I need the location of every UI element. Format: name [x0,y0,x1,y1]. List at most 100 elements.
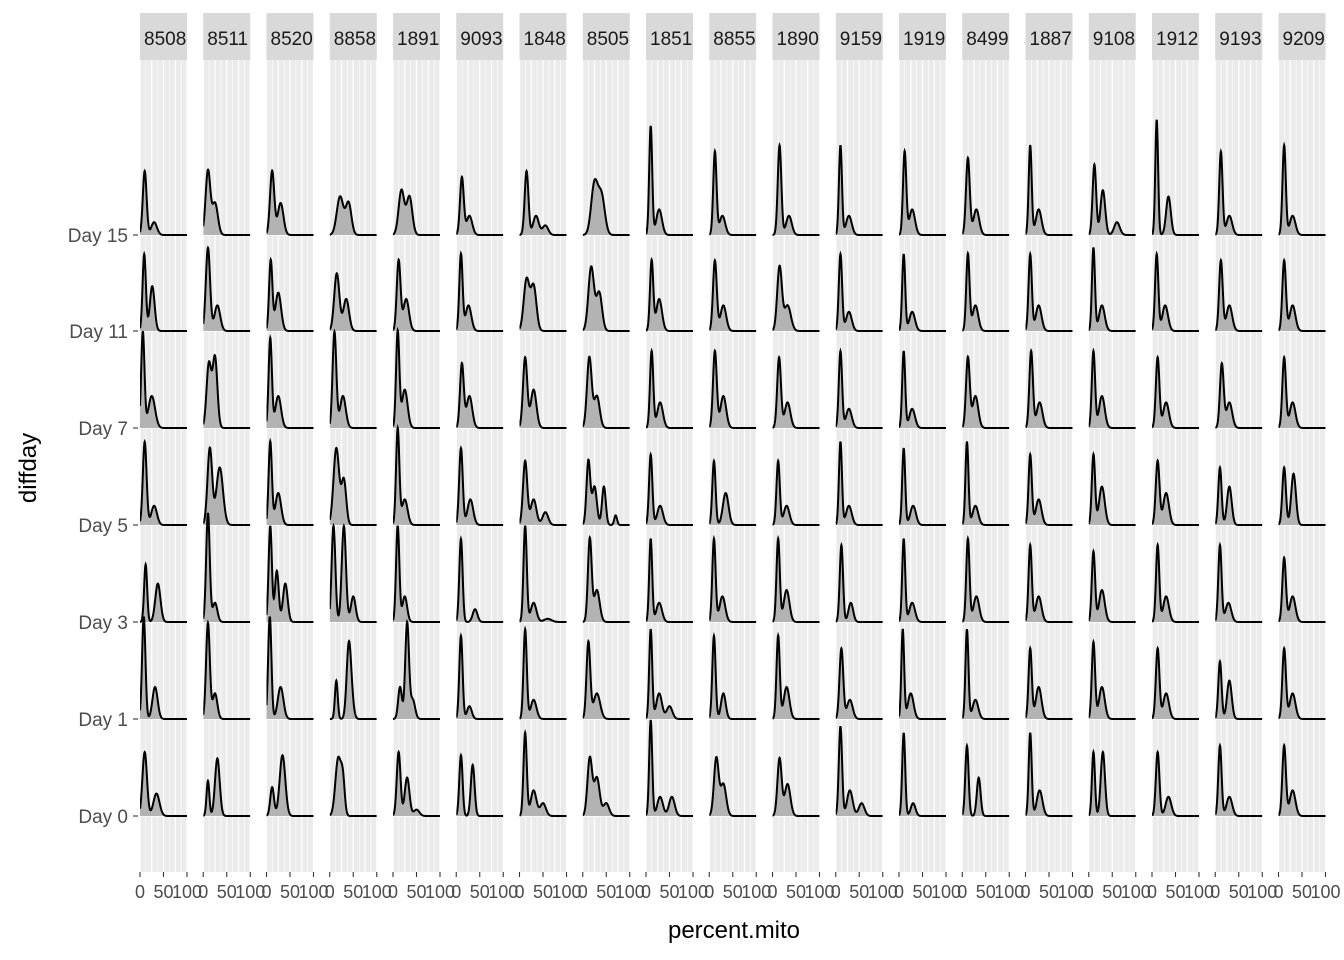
density-ridge-line [1088,748,1136,817]
x-tick-label: 50 [849,882,869,902]
density-ridge-fill [1215,151,1263,235]
facet-ridges [393,188,440,817]
density-ridge-line [772,141,820,236]
x-tick-label: 100 [1057,882,1087,902]
density-ridge-line [772,354,820,429]
density-ridge-line [709,257,757,332]
facet-ridges [1025,144,1073,817]
facet-strip-label: 18517 [650,29,703,50]
facet-strip [1278,13,1326,60]
facet-ridges [1152,119,1199,817]
density-ridge-line [646,256,693,332]
density-ridge-line [646,538,693,623]
facet-ridges [1088,161,1136,817]
x-tick-label: 100 [298,882,328,902]
density-ridge-fill [329,273,377,331]
x-tick-label: 0 [831,882,841,902]
density-ridge-line [899,253,946,332]
density-ridge-line [835,144,883,236]
density-ridge-line [709,348,757,429]
density-ridge-fill [835,545,883,622]
x-tick-label: 50 [1292,882,1312,902]
density-ridge-line [266,256,314,332]
density-ridge-fill [140,616,187,719]
density-ridge-fill [140,751,187,816]
facet-strip [962,13,1010,60]
density-ridge-line [646,719,693,817]
density-ridge-line [329,446,377,526]
density-ridge-line [1278,645,1326,720]
density-ridge-line [456,250,504,332]
y-axis: Day 0 Day 1 Day 3 Day 5 Day 7 Day 11 Day 15 [68,226,138,828]
x-tick-label: 50 [1102,882,1122,902]
density-ridge-line [709,457,757,526]
density-ridge-fill [1025,648,1073,719]
density-ridge-line [1152,354,1199,429]
density-ridge-line [962,742,1010,817]
density-ridge-fill [582,459,630,525]
facet-ridges [1278,141,1326,817]
density-ridge-fill [772,265,820,331]
density-ridge-fill [140,564,187,622]
density-ridge-line [266,168,314,236]
density-ridge-fill [519,357,567,428]
density-ridge-fill [772,145,820,235]
x-tick-label: 0 [325,882,335,902]
density-ridge-line [962,534,1010,623]
density-ridge-line [582,177,630,236]
density-ridge-line [519,276,567,332]
density-ridge-line [140,250,187,332]
x-tick-label: 50 [533,882,553,902]
density-ridge-line [456,632,504,720]
density-ridge-line [1278,354,1326,429]
density-ridge-line [203,245,251,332]
density-ridge-line [329,271,377,332]
density-ridge-line [393,326,440,429]
x-tick-label: 100 [868,882,898,902]
facet-strip-label: 18489 [524,29,577,50]
x-tick-label: 100 [741,882,771,902]
density-ridge-line [1152,250,1199,332]
density-ridge-line [266,525,314,623]
x-axis-title: percent.mito [668,917,800,944]
density-ridge-line [646,451,693,526]
x-tick-label: 50 [723,882,743,902]
density-ridge-line [203,756,251,817]
density-ridge-line [899,350,946,429]
density-ridge-line [1215,147,1263,236]
facet-strip [899,13,946,60]
density-ridge-fill [1215,363,1263,428]
facet-strip [393,13,440,60]
density-ridge-line [140,616,187,720]
density-ridge-line [582,355,630,429]
y-tick-label: Day 15 [68,226,128,247]
x-tick-label: 100 [172,882,202,902]
x-tick-label: 100 [235,882,265,902]
density-ridge-line [456,361,504,429]
density-ridge-line [1088,347,1136,429]
density-ridge-fill [582,266,630,331]
density-ridge-line [203,512,251,623]
density-ridge-line [1025,451,1073,526]
x-tick-label: 50 [659,882,679,902]
facet-strip-label: 9209 [1283,29,1325,50]
density-ridge-line [519,728,567,817]
facet-ridges [582,177,630,817]
density-ridge-fill [772,357,820,428]
x-tick-label: 100 [1121,882,1151,902]
density-ridge-line [1215,464,1263,526]
density-ridge-line [140,750,187,817]
density-ridge-line [1088,247,1136,332]
facet-ridges [456,174,504,817]
facet-strip-label: 8511 [207,29,248,50]
density-ridge-line [266,334,314,429]
density-ridge-fill [329,756,377,816]
density-ridge-fill [329,447,377,525]
density-ridge-fill [772,757,820,816]
